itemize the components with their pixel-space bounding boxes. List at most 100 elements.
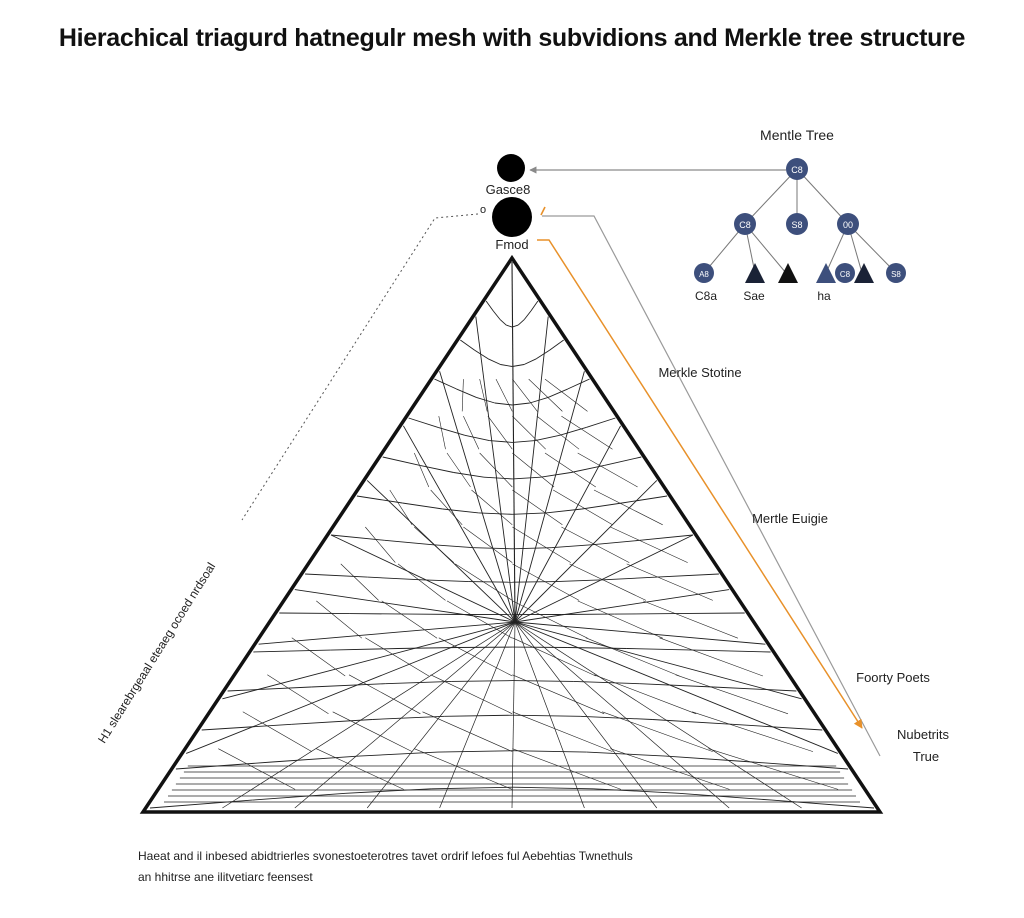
merkle-leaf-node[interactable]	[694, 263, 714, 283]
mesh-line	[332, 711, 413, 752]
mesh-line	[553, 489, 613, 526]
mesh-line	[580, 715, 653, 720]
dotted-leader-line	[241, 213, 479, 521]
mesh-line	[512, 526, 571, 563]
mesh-line	[330, 534, 516, 623]
mesh-line	[414, 452, 430, 488]
merkle-level1-node[interactable]	[837, 213, 859, 235]
mesh-line	[512, 750, 587, 753]
mesh-line	[512, 714, 581, 717]
merkle-level1-node[interactable]	[734, 213, 756, 235]
mesh-line	[657, 573, 719, 578]
mesh-line	[397, 647, 458, 649]
mesh-line	[570, 464, 605, 473]
mesh-line	[659, 637, 764, 677]
root-node-lower[interactable]	[492, 197, 532, 237]
merkle-leaf-node[interactable]	[835, 263, 855, 283]
mesh-line	[512, 711, 613, 752]
merkle-leaf-node-text: S8	[891, 270, 901, 279]
mesh-line	[365, 526, 396, 563]
root-node-upper[interactable]	[497, 154, 525, 182]
mesh-line	[279, 612, 350, 615]
mesh-line	[227, 686, 312, 692]
merkle-leaf-triangle[interactable]	[745, 263, 765, 283]
mesh-line	[349, 613, 411, 615]
root-node-sub-mark: o	[480, 204, 486, 216]
mesh-line	[586, 417, 616, 428]
mesh-line	[437, 426, 466, 436]
merkle-level1-node-text: 00	[843, 220, 853, 230]
mesh-line	[512, 440, 536, 443]
mesh-line	[455, 563, 513, 601]
merkle-root-node-text: C8	[791, 165, 803, 175]
merkle-leaf-triangle[interactable]	[854, 263, 874, 283]
mesh-line	[453, 472, 485, 478]
mesh-line	[674, 612, 745, 615]
mesh-line	[514, 621, 802, 700]
mesh-line	[514, 621, 585, 809]
mesh-line	[291, 637, 346, 677]
mesh-line	[512, 378, 538, 412]
mesh-line	[603, 576, 658, 581]
mesh-line	[547, 388, 569, 398]
mesh-line	[561, 526, 630, 563]
mesh-line	[512, 415, 546, 450]
mesh-line	[358, 751, 439, 757]
mesh-line	[438, 637, 513, 677]
mesh-line	[474, 349, 489, 360]
mesh-line	[512, 674, 605, 715]
mesh-line	[439, 371, 516, 623]
mesh-line	[551, 544, 593, 549]
mesh-line	[512, 489, 563, 526]
mesh-line	[420, 464, 454, 473]
mesh-line	[476, 396, 495, 404]
mesh-line	[506, 324, 513, 328]
label-nubetrits: Nubetrits	[897, 727, 950, 742]
mesh-line	[345, 788, 432, 794]
merkle-level1-node[interactable]	[786, 213, 808, 235]
merkle-leaf-node[interactable]	[886, 263, 906, 283]
caption-line-1: Haeat and il inbesed abidtrierles svones…	[138, 849, 633, 863]
caption: Haeat and il inbesed abidtrierles svones…	[138, 846, 898, 888]
caption-line-2: an hhitrse ane ilitvetiarc feensest	[138, 870, 313, 884]
mesh-line	[512, 452, 555, 488]
mesh-line	[430, 489, 463, 526]
mesh-line	[732, 723, 823, 731]
mesh-line	[642, 600, 739, 639]
mesh-line	[372, 715, 445, 720]
mesh-line	[186, 621, 516, 754]
mesh-line	[602, 711, 713, 752]
mesh-line	[524, 310, 532, 320]
mesh-line	[678, 792, 773, 801]
mesh-line	[431, 786, 513, 790]
merkle-leaf-triangle[interactable]	[816, 263, 836, 283]
mesh-line	[652, 719, 733, 725]
mesh-line	[512, 637, 596, 677]
label-merkle-structure: Merkle Stotine	[658, 365, 741, 380]
page-title: Hierachical triagurd hatnegulr mesh with…	[58, 24, 966, 52]
mesh-line	[500, 364, 513, 367]
merkle-leaf-triangle[interactable]	[778, 263, 798, 283]
mesh-line	[330, 648, 399, 651]
mesh-line	[593, 788, 680, 794]
mesh-line	[577, 452, 638, 488]
orange-tick-connector	[540, 206, 546, 216]
mesh-line	[540, 472, 571, 478]
merkle-root-node[interactable]	[786, 158, 808, 180]
mesh-line	[222, 621, 516, 700]
mesh-line	[340, 563, 379, 601]
mesh-line	[492, 310, 501, 320]
mesh-line	[512, 563, 580, 601]
mesh-line	[367, 576, 422, 581]
mesh-line	[523, 358, 537, 365]
mesh-line	[422, 711, 513, 752]
mesh-line	[460, 339, 475, 351]
mesh-line	[604, 456, 642, 466]
mesh-line	[408, 417, 439, 428]
mesh-line	[621, 495, 668, 504]
mesh-line	[569, 563, 647, 601]
mesh-line	[494, 402, 513, 406]
mesh-line	[549, 339, 564, 351]
mesh-line	[512, 600, 588, 639]
